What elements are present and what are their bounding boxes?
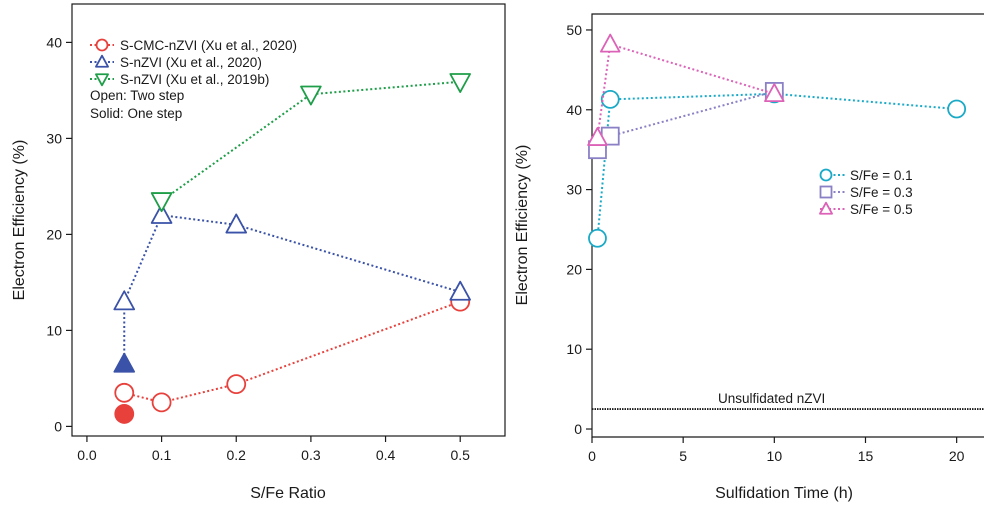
left-data-point-open — [115, 384, 133, 402]
right-legend: S/Fe = 0.1 S/Fe = 0.3 S/Fe = 0.5 — [820, 168, 913, 217]
right-y-tick-label: 20 — [566, 261, 582, 277]
legend-note: Solid: One step — [90, 106, 182, 121]
legend-swatch-marker — [821, 187, 832, 198]
left-series-2 — [152, 74, 470, 211]
left-x-tick-label: 0.5 — [450, 447, 470, 463]
right-x-tick-label: 20 — [949, 448, 965, 464]
left-series-line — [124, 215, 460, 301]
right-y-tick-label: 50 — [566, 22, 582, 38]
right-y-tick-label: 30 — [566, 182, 582, 198]
left-x-tick-label: 0.1 — [152, 447, 172, 463]
right-x-tick-label: 5 — [679, 448, 687, 464]
left-y-axis-title: Electron Efficiency (%) — [11, 140, 28, 301]
left-data-point-open — [301, 86, 321, 104]
right-x-tick-label: 15 — [858, 448, 874, 464]
legend-entry-label: S-CMC-nZVI (Xu et al., 2020) — [120, 38, 297, 53]
right-x-axis-title: Sulfidation Time (h) — [715, 485, 853, 502]
right-y-tick-label: 0 — [574, 421, 582, 437]
left-data-point-open — [114, 291, 134, 309]
legend-entry-label: S/Fe = 0.5 — [850, 202, 913, 217]
legend-entry-label: S/Fe = 0.3 — [850, 185, 913, 200]
left-x-tick-label: 0.4 — [376, 447, 396, 463]
legend-entry-label: S-nZVI (Xu et al., 2019b) — [120, 72, 269, 87]
reference-line-label: Unsulfidated nZVI — [718, 391, 825, 406]
left-data-point-solid — [114, 354, 134, 372]
right-data-point — [589, 230, 606, 247]
left-x-tick-label: 0.3 — [301, 447, 321, 463]
right-data-point — [601, 35, 620, 52]
left-y-tick-label: 40 — [46, 34, 62, 50]
left-x-tick-label: 0.2 — [227, 447, 247, 463]
legend-swatch-marker — [96, 56, 108, 67]
left-x-tick-label: 0.0 — [77, 447, 97, 463]
right-series-line — [597, 91, 774, 149]
left-series-line — [124, 302, 460, 403]
right-y-tick-label: 10 — [566, 341, 582, 357]
left-chart-panel: 0.0 0.1 0.2 0.3 0.4 0.5 0 10 20 30 40 S/Fe Ratio E… — [11, 4, 505, 502]
right-y-tick-label: 40 — [566, 102, 582, 118]
legend-swatch-marker — [96, 74, 108, 85]
right-x-tick-label: 10 — [767, 448, 783, 464]
right-series-line — [597, 44, 774, 137]
right-x-tick-label: 0 — [588, 448, 596, 464]
left-data-point-open — [227, 375, 245, 393]
right-series-0 — [589, 85, 965, 246]
legend-swatch-marker — [97, 40, 108, 51]
left-legend: S-CMC-nZVI (Xu et al., 2020) S-nZVI (Xu e… — [90, 38, 297, 121]
left-y-tick-label: 10 — [46, 322, 62, 338]
right-plot-area: 0 5 10 15 20 0 10 20 30 40 50 Unsulfidated nZVI — [566, 22, 984, 464]
left-data-point-open — [152, 193, 172, 211]
left-data-point-solid — [115, 405, 133, 423]
left-data-point-open — [153, 393, 171, 411]
legend-note: Open: Two step — [90, 88, 184, 103]
left-y-tick-label: 20 — [46, 226, 62, 242]
legend-swatch-marker — [821, 170, 832, 181]
right-data-point — [948, 100, 965, 117]
right-plot-frame — [592, 14, 984, 437]
right-y-axis-title: Electron Efficiency (%) — [514, 145, 531, 306]
legend-entry-label: S-nZVI (Xu et al., 2020) — [120, 55, 262, 70]
left-series-0 — [115, 293, 469, 423]
left-y-tick-label: 0 — [54, 418, 62, 434]
legend-entry-label: S/Fe = 0.1 — [850, 168, 913, 183]
right-chart-panel: 0 5 10 15 20 0 10 20 30 40 50 Unsulfidated nZVI Sul… — [514, 14, 984, 502]
right-data-point — [602, 91, 619, 108]
left-series-1 — [114, 205, 470, 372]
left-y-tick-label: 30 — [46, 130, 62, 146]
left-x-axis-title: S/Fe Ratio — [250, 485, 326, 502]
left-data-point-open — [450, 74, 470, 92]
